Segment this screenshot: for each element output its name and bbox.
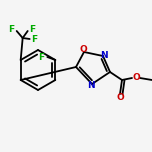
Text: O: O — [132, 74, 140, 83]
Text: N: N — [100, 50, 108, 59]
Text: N: N — [87, 81, 95, 90]
Text: F: F — [9, 26, 15, 35]
Text: F: F — [30, 26, 36, 35]
Text: F: F — [38, 52, 44, 62]
Text: O: O — [116, 93, 124, 102]
Text: F: F — [32, 36, 38, 45]
Text: O: O — [79, 45, 87, 55]
